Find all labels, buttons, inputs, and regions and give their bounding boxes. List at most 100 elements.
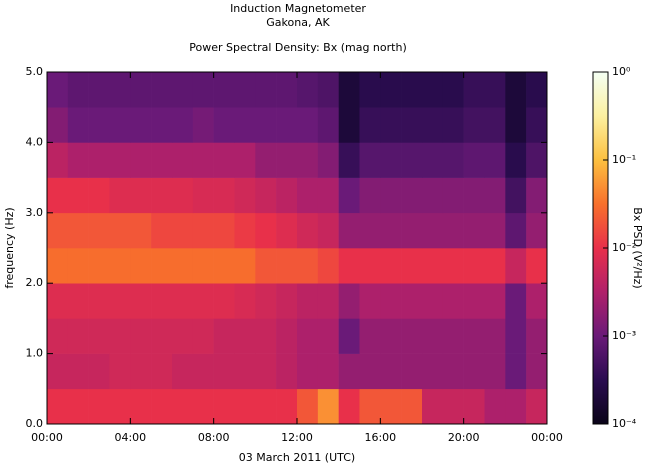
cell (338, 248, 360, 284)
cell (47, 107, 69, 143)
cell (67, 388, 89, 425)
cell (401, 177, 423, 214)
cell (526, 283, 548, 319)
cell (484, 107, 506, 143)
cell (463, 212, 485, 249)
cell (359, 353, 381, 390)
cell (213, 388, 235, 425)
cell (422, 107, 444, 143)
cell (47, 212, 69, 249)
cell (151, 107, 173, 143)
cell (130, 248, 152, 284)
cell (213, 142, 235, 178)
colorbar-tick-label: 10⁰ (612, 65, 631, 78)
cell (67, 212, 89, 249)
cell (47, 318, 69, 354)
cell (505, 353, 527, 390)
cell (317, 318, 339, 354)
cell (526, 388, 548, 425)
cell (401, 248, 423, 284)
cell (255, 353, 277, 390)
cell (234, 388, 256, 425)
cell (463, 388, 485, 425)
cell (130, 212, 152, 249)
cell (484, 212, 506, 249)
cell (213, 212, 235, 249)
cell (172, 72, 194, 108)
cell (380, 318, 402, 354)
cell (484, 353, 506, 390)
cell (172, 142, 194, 178)
cell (47, 388, 69, 425)
cell (192, 142, 214, 178)
cell (151, 72, 173, 108)
y-tick-label: 1.0 (26, 347, 44, 360)
cell (255, 107, 277, 143)
cell (67, 283, 89, 319)
cell (88, 212, 110, 249)
y-tick-label: 5.0 (26, 65, 44, 78)
cell (442, 72, 464, 108)
x-axis-label: 03 March 2011 (UTC) (239, 451, 355, 464)
cell (255, 72, 277, 108)
cell (47, 177, 69, 214)
cell (442, 177, 464, 214)
cell (526, 318, 548, 354)
cell (317, 248, 339, 284)
cell (213, 107, 235, 143)
cell (192, 107, 214, 143)
cell (88, 107, 110, 143)
cell (47, 142, 69, 178)
cell (47, 283, 69, 319)
cell (317, 353, 339, 390)
cell (255, 318, 277, 354)
cell (422, 388, 444, 425)
cell (151, 388, 173, 425)
cell (422, 72, 444, 108)
cell (317, 177, 339, 214)
cell (109, 142, 131, 178)
cell (234, 177, 256, 214)
cell (172, 283, 194, 319)
cell (234, 212, 256, 249)
cell (67, 353, 89, 390)
cell (401, 142, 423, 178)
cell (484, 248, 506, 284)
cell (109, 177, 131, 214)
cell (213, 177, 235, 214)
cell (88, 283, 110, 319)
cell (172, 212, 194, 249)
cell (88, 177, 110, 214)
chart-title: Induction Magnetometer (230, 2, 366, 15)
colorbar-tick-label: 10⁻¹ (612, 153, 636, 166)
cell (401, 107, 423, 143)
cell (192, 283, 214, 319)
cell (526, 107, 548, 143)
x-tick-label: 00:00 (31, 431, 63, 444)
cell (192, 353, 214, 390)
colorbar-label: Bx PSD (V²/Hz) (631, 207, 644, 288)
cell (505, 177, 527, 214)
cell (526, 248, 548, 284)
cell (172, 353, 194, 390)
cell (47, 72, 69, 108)
cell (151, 177, 173, 214)
cell (401, 388, 423, 425)
cell (401, 318, 423, 354)
cell (422, 212, 444, 249)
cell (463, 353, 485, 390)
cell (276, 388, 298, 425)
cell (67, 107, 89, 143)
cell (151, 283, 173, 319)
cell (213, 248, 235, 284)
cell (151, 248, 173, 284)
cell (359, 318, 381, 354)
cell (151, 212, 173, 249)
colorbar-tick-label: 10⁻² (612, 241, 636, 254)
cell (88, 353, 110, 390)
cell (47, 248, 69, 284)
cell (317, 72, 339, 108)
cell (255, 177, 277, 214)
cell (401, 283, 423, 319)
cell (442, 318, 464, 354)
